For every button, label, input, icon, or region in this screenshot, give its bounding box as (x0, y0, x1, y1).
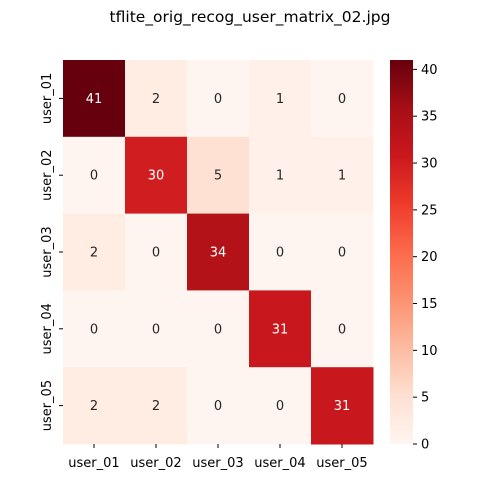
colorbar-tick-label: 0 (421, 438, 429, 453)
cell-value-label: 0 (214, 92, 222, 107)
heatmap-cell (63, 290, 126, 368)
cell-value-label: 0 (276, 246, 284, 261)
y-tick-labels: user_01 user_02 user_03 user_04 user_05 (40, 73, 63, 431)
cell-value-label: 5 (214, 169, 222, 184)
heatmap-cell (125, 136, 188, 215)
x-tick-label: user_04 (254, 456, 305, 471)
cell-value-label: 0 (276, 399, 284, 414)
heatmap-cell (63, 60, 126, 138)
cell-value-label: 41 (86, 92, 103, 107)
y-tick-label: user_03 (40, 226, 55, 277)
heatmap-cell (63, 213, 126, 291)
heatmap-cells: 41 2 0 1 0 0 30 5 1 1 2 0 34 0 0 0 0 0 31 0 2 2 0 0 31 (63, 60, 374, 445)
x-tick-label: user_03 (192, 456, 243, 471)
colorbar-tick-label: 15 (421, 297, 438, 312)
y-tick-label: user_04 (40, 303, 55, 354)
heatmap-cell (63, 136, 126, 215)
colorbar (390, 60, 413, 444)
heatmap-cell (187, 367, 250, 445)
cell-value-label: 0 (214, 322, 222, 337)
colorbar-tick-label: 5 (421, 391, 429, 406)
heatmap-cell (311, 213, 374, 291)
x-tick-label: user_02 (130, 456, 181, 471)
cell-value-label: 2 (90, 246, 98, 261)
y-tick-label: user_01 (40, 73, 55, 124)
cell-value-label: 0 (338, 322, 346, 337)
cell-value-label: 0 (152, 322, 160, 337)
x-tick-label: user_05 (316, 456, 367, 471)
heatmap-cell (311, 60, 374, 138)
cell-value-label: 0 (338, 246, 346, 261)
cell-value-label: 1 (338, 169, 346, 184)
heatmap-cell (311, 136, 374, 215)
heatmap-cell (187, 213, 250, 291)
heatmap-cell (125, 60, 188, 138)
heatmap-cell (187, 290, 250, 368)
cell-value-label: 0 (90, 169, 98, 184)
heatmap-cell (249, 290, 312, 368)
heatmap-cell (125, 367, 188, 445)
cell-value-label: 2 (152, 399, 160, 414)
colorbar-tick-label: 40 (421, 63, 438, 78)
cell-value-label: 1 (276, 92, 284, 107)
heatmap-cell (63, 367, 126, 445)
cell-value-label: 0 (90, 322, 98, 337)
cell-value-label: 0 (214, 399, 222, 414)
heatmap-cell (249, 213, 312, 291)
heatmap-cell (187, 136, 250, 215)
y-tick-label: user_05 (40, 380, 55, 431)
cell-value-label: 0 (338, 92, 346, 107)
x-tick-label: user_01 (68, 456, 119, 471)
heatmap-cell (187, 60, 250, 138)
heatmap-cell (249, 60, 312, 138)
y-tick-label: user_02 (40, 149, 55, 200)
cell-value-label: 2 (152, 92, 160, 107)
heatmap-cell (249, 136, 312, 215)
heatmap-cell (249, 367, 312, 445)
heatmap-cell (311, 367, 374, 445)
colorbar-tick-label: 30 (421, 157, 438, 172)
heatmap-cell (125, 290, 188, 368)
cell-value-label: 0 (152, 246, 160, 261)
colorbar-ticks: 0 5 10 15 20 25 30 35 40 (413, 63, 438, 453)
chart-title: tflite_orig_recog_user_matrix_02.jpg (109, 8, 391, 26)
cell-value-label: 31 (334, 399, 351, 414)
heatmap-cell (311, 290, 374, 368)
heatmap-cell (125, 213, 188, 291)
cell-value-label: 30 (148, 169, 165, 184)
cell-value-label: 2 (90, 399, 98, 414)
x-tick-labels: user_01 user_02 user_03 user_04 user_05 (68, 444, 368, 471)
colorbar-tick-label: 10 (421, 344, 438, 359)
cell-value-label: 1 (276, 169, 284, 184)
cell-value-label: 31 (272, 322, 289, 337)
cell-value-label: 34 (210, 246, 227, 261)
colorbar-tick-label: 35 (421, 110, 438, 125)
colorbar-tick-label: 25 (421, 203, 438, 218)
colorbar-tick-label: 20 (421, 250, 438, 265)
